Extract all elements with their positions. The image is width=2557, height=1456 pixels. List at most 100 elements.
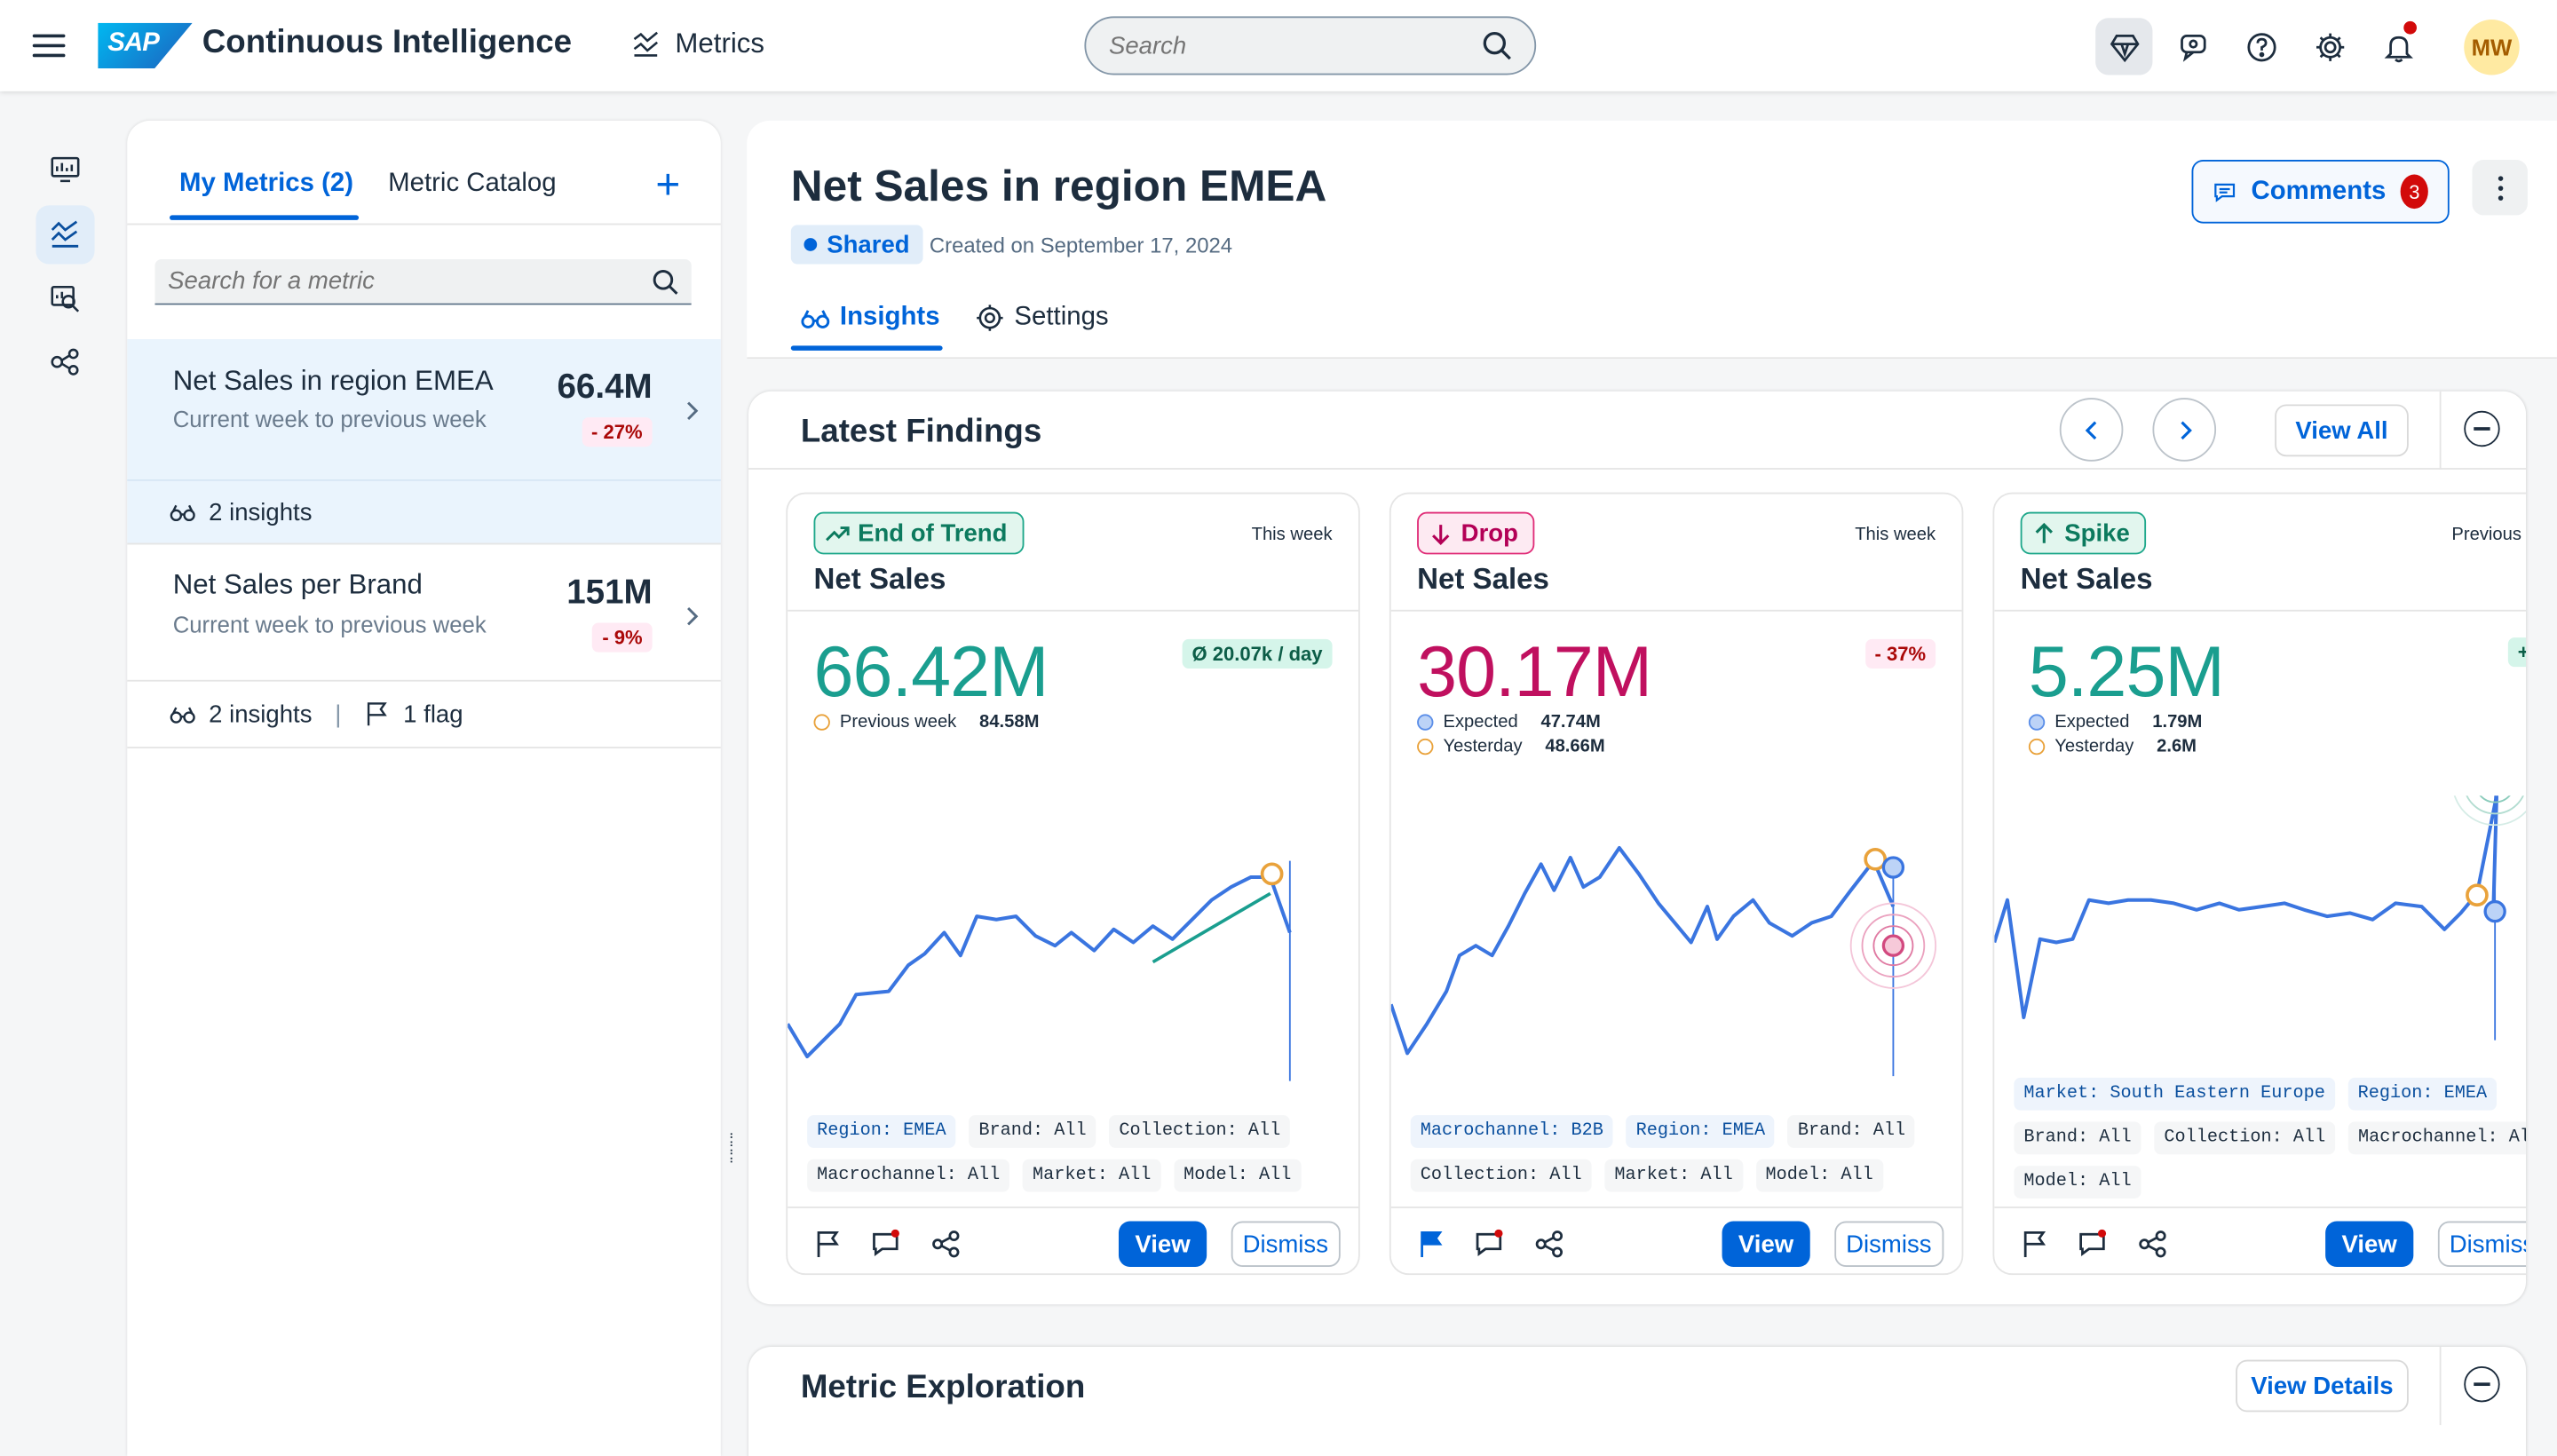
bell-icon[interactable] bbox=[2370, 18, 2426, 75]
section-title[interactable]: Metrics bbox=[633, 28, 764, 60]
finding-card-trend[interactable]: End of Trend This week Net Sales 66.42M … bbox=[786, 492, 1360, 1276]
collapse-icon[interactable] bbox=[2464, 1365, 2500, 1403]
period-label: This week bbox=[1251, 525, 1333, 545]
filter-chip: Model: All bbox=[1755, 1159, 1883, 1192]
flag-icon[interactable] bbox=[2021, 1230, 2050, 1259]
help-icon[interactable] bbox=[2232, 18, 2289, 75]
page-title: Net Sales in region EMEA bbox=[790, 161, 1327, 210]
arrow-up-icon bbox=[2035, 522, 2054, 542]
latest-findings-section: Latest Findings View All End of Trend Th… bbox=[748, 391, 2527, 1305]
app-title[interactable]: Continuous Intelligence bbox=[202, 24, 573, 60]
dismiss-button[interactable]: Dismiss bbox=[1834, 1221, 1943, 1267]
tab-insights[interactable]: Insights bbox=[801, 304, 940, 333]
section-label: Metrics bbox=[675, 28, 765, 59]
tab-settings[interactable]: Settings bbox=[975, 304, 1109, 333]
feedback-icon[interactable] bbox=[2164, 18, 2221, 75]
share-icon[interactable] bbox=[1534, 1230, 1563, 1259]
active-tab-indicator bbox=[790, 345, 943, 351]
comments-count: 3 bbox=[2400, 174, 2428, 210]
flag-icon[interactable] bbox=[814, 1230, 843, 1259]
card-title: Net Sales bbox=[1417, 562, 1549, 596]
divider bbox=[2439, 391, 2442, 470]
filter-chips: Market: South Eastern Europe Region: EME… bbox=[2014, 1077, 2527, 1199]
view-all-button[interactable]: View All bbox=[2275, 404, 2409, 457]
kpi-value: 66.42M bbox=[813, 632, 1049, 713]
filter-chip: Market: South Eastern Europe bbox=[2014, 1077, 2335, 1111]
metric-item-brand[interactable]: Net Sales per Brand Current week to prev… bbox=[127, 544, 721, 679]
comment-icon[interactable] bbox=[871, 1229, 900, 1259]
flag-filled-icon[interactable] bbox=[1417, 1230, 1446, 1259]
tag-spike: Spike bbox=[2020, 511, 2147, 555]
legend-label: Expected bbox=[1443, 712, 1518, 732]
view-button[interactable]: View bbox=[2325, 1221, 2414, 1267]
network-icon[interactable] bbox=[36, 333, 94, 392]
filter-chip: Brand: All bbox=[2014, 1121, 2141, 1155]
panel-splitter[interactable] bbox=[730, 1133, 737, 1166]
gear-icon bbox=[977, 305, 1003, 331]
view-details-button[interactable]: View Details bbox=[2236, 1359, 2409, 1412]
insights-row[interactable]: 2 insights | 1 flag bbox=[127, 679, 721, 748]
settings-icon[interactable] bbox=[2301, 18, 2358, 75]
comment-icon[interactable] bbox=[1474, 1229, 1503, 1259]
divider bbox=[788, 1207, 1358, 1208]
previous-button[interactable] bbox=[2059, 398, 2124, 462]
metric-value: 66.4M bbox=[557, 368, 653, 407]
shell-bar: SAP Continuous Intelligence Metrics bbox=[0, 0, 2557, 91]
metric-name: Net Sales per Brand bbox=[172, 568, 423, 600]
chevron-right-icon[interactable] bbox=[682, 606, 701, 626]
metric-search[interactable] bbox=[154, 259, 692, 305]
view-button[interactable]: View bbox=[1722, 1221, 1810, 1267]
add-metric-button[interactable]: + bbox=[655, 159, 681, 210]
dismiss-button[interactable]: Dismiss bbox=[1231, 1221, 1340, 1267]
finding-card-spike[interactable]: Spike Previous week Net Sales 5.25M +193… bbox=[1992, 492, 2527, 1276]
comments-button[interactable]: Comments 3 bbox=[2191, 159, 2450, 224]
kpi-value: 5.25M bbox=[2028, 632, 2225, 713]
search-chart-icon[interactable] bbox=[36, 269, 94, 328]
more-options-icon[interactable] bbox=[2472, 159, 2528, 216]
legend-label: Expected bbox=[2054, 712, 2130, 732]
legend-label: Previous week bbox=[839, 712, 957, 732]
search-icon[interactable] bbox=[1483, 31, 1512, 60]
chevron-right-icon bbox=[2180, 420, 2191, 439]
search-input[interactable] bbox=[1108, 31, 1483, 60]
share-icon[interactable] bbox=[2138, 1230, 2167, 1259]
menu-icon[interactable] bbox=[32, 29, 66, 62]
collapse-icon[interactable] bbox=[2464, 410, 2500, 447]
filter-chip: Collection: All bbox=[2154, 1121, 2336, 1155]
dashboard-icon[interactable] bbox=[36, 140, 94, 199]
chevron-right-icon[interactable] bbox=[682, 401, 701, 421]
metrics-tabs: My Metrics (2) Metric Catalog + bbox=[127, 121, 721, 226]
finding-card-drop[interactable]: Drop This week Net Sales 30.17M - 37% Ex… bbox=[1389, 492, 1964, 1276]
legend-item: Expected 1.79M bbox=[2028, 712, 2202, 732]
avatar[interactable]: MW bbox=[2464, 20, 2520, 75]
diamond-icon[interactable] bbox=[2095, 18, 2153, 75]
card-title: Net Sales bbox=[2020, 562, 2153, 596]
metrics-nav-icon[interactable] bbox=[36, 205, 95, 265]
metric-item-emea[interactable]: Net Sales in region EMEA Current week to… bbox=[127, 338, 721, 479]
comment-icon[interactable] bbox=[2078, 1229, 2107, 1259]
legend-label: Yesterday bbox=[1443, 737, 1523, 757]
kpi-chip: +193 bbox=[2507, 637, 2527, 668]
tag-label: End of Trend bbox=[858, 518, 1008, 548]
search-icon[interactable] bbox=[653, 268, 678, 294]
view-button[interactable]: View bbox=[1118, 1221, 1207, 1267]
divider bbox=[1390, 609, 1962, 612]
sap-logo[interactable]: SAP bbox=[98, 22, 193, 69]
next-button[interactable] bbox=[2152, 398, 2217, 462]
chevron-left-icon bbox=[2084, 420, 2096, 439]
tab-metric-catalog[interactable]: Metric Catalog bbox=[388, 169, 557, 198]
trend-up-icon bbox=[826, 526, 850, 541]
global-search[interactable] bbox=[1084, 16, 1537, 75]
share-icon[interactable] bbox=[931, 1230, 961, 1259]
kpi-chip: - 37% bbox=[1864, 638, 1936, 669]
tag-label: Spike bbox=[2064, 518, 2130, 548]
tab-insights-label: Insights bbox=[839, 303, 940, 331]
status-dot bbox=[804, 238, 818, 251]
metric-search-input[interactable] bbox=[168, 267, 653, 296]
metric-subtitle: Current week to previous week bbox=[172, 611, 487, 638]
notification-dot bbox=[2403, 20, 2417, 35]
dismiss-button[interactable]: Dismiss bbox=[2437, 1221, 2527, 1267]
tab-my-metrics[interactable]: My Metrics (2) bbox=[179, 169, 354, 198]
insights-row[interactable]: 2 insights bbox=[127, 479, 721, 545]
metric-subtitle: Current week to previous week bbox=[172, 406, 487, 432]
